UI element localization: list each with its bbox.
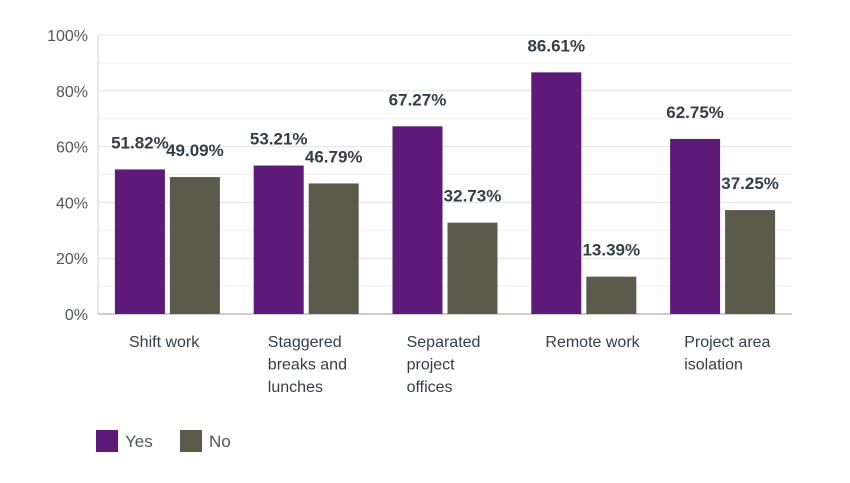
category-label: Shift work (129, 334, 200, 351)
category-label: Project area isolation (684, 334, 770, 374)
y-tick-label: 40% (56, 195, 88, 212)
category-label: Staggered breaks and lunches (268, 334, 347, 396)
y-tick-label: 0% (65, 307, 88, 324)
bar-no (169, 177, 220, 314)
bar-no (308, 183, 359, 314)
bar-yes (531, 72, 582, 315)
y-tick-label: 60% (56, 140, 88, 157)
bar-no (586, 276, 637, 314)
bars (114, 72, 776, 315)
y-tick-label: 100% (47, 28, 88, 45)
category-label: Separated project offices (407, 334, 481, 396)
category-label: Remote work (545, 334, 640, 351)
legend-swatch-no (180, 430, 202, 452)
legend-label-yes: Yes (125, 432, 153, 451)
data-label: 32.73% (444, 187, 502, 206)
data-label: 62.75% (666, 103, 724, 122)
bar-yes (670, 138, 721, 314)
category-labels: Shift work Staggered breaks and lunches Sepa… (129, 334, 771, 396)
y-tick-label: 20% (56, 251, 88, 268)
y-tick-label: 80% (56, 84, 88, 101)
legend: Yes No (96, 430, 231, 452)
data-label: 49.09% (166, 141, 224, 160)
legend-label-no: No (209, 432, 231, 451)
data-label: 86.61% (527, 36, 585, 55)
data-label: 13.39% (582, 241, 640, 260)
bar-yes (392, 126, 443, 314)
bar-yes (114, 169, 165, 314)
data-label: 46.79% (305, 147, 363, 166)
legend-swatch-yes (96, 430, 118, 452)
data-label: 53.21% (250, 130, 308, 149)
bar-no (447, 222, 498, 314)
bar-no (725, 210, 776, 314)
data-labels: 51.82%49.09% 53.21%46.79% 67.27% 32.73% 86.6… (111, 36, 779, 259)
bar-yes (253, 165, 304, 314)
data-label: 37.25% (721, 174, 779, 193)
data-label: 67.27% (389, 90, 447, 109)
data-label: 51.82% (111, 133, 169, 152)
